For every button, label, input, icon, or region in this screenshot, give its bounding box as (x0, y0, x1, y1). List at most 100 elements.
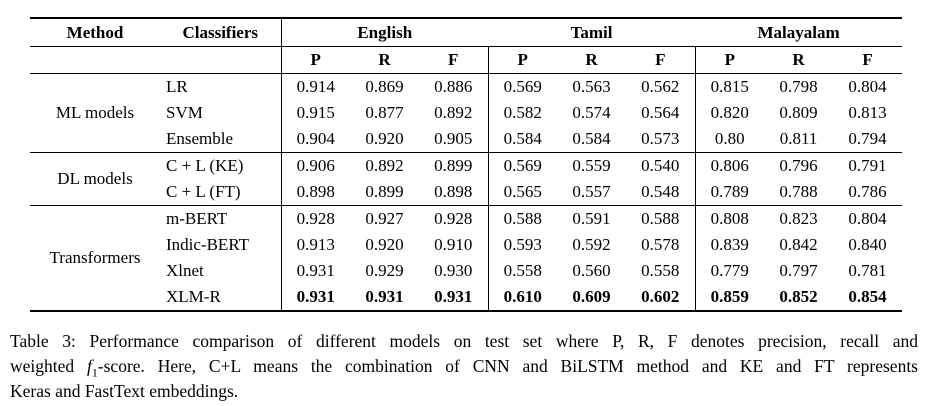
value-cell: 0.573 (626, 126, 696, 153)
table-row: ML models LR 0.914 0.869 0.886 0.569 0.563 0.56… (30, 73, 902, 153)
caption-text: -score. Here, C+L means the combination … (97, 356, 918, 376)
value-cell: 0.905 (419, 126, 489, 153)
classifier-cell: Xlnet (160, 258, 282, 284)
header-spacer (30, 46, 282, 74)
value-cell: 0.560 (572, 261, 611, 280)
table-row: Transformers m-BERT 0.928 0.927 0.928 0.588 0.… (30, 205, 902, 312)
method-cell: DL models (30, 152, 160, 206)
value-cell: 0.558 (626, 258, 696, 284)
value-cell: 0.927 (365, 209, 404, 228)
value-cell: 0.588 (503, 209, 542, 228)
value-cell: 0.913 (296, 235, 335, 254)
value-cell: 0.588 (626, 205, 696, 232)
header-row-metrics: P R F P R F P R F (30, 46, 903, 74)
header-metric-r: R (350, 46, 419, 74)
table-row: XLM-R 0.931 0.931 0.931 0.610 0.609 0.602 0.859… (30, 284, 903, 312)
caption-text: Table 3: Performance comparison of diffe… (10, 331, 918, 351)
value-cell: 0.854 (833, 284, 903, 312)
classifier-cell: SVM (160, 100, 282, 126)
header-metric-f: F (626, 46, 696, 74)
value-cell: 0.898 (281, 179, 350, 206)
header-metric-f: F (833, 46, 903, 74)
table-row: Ensemble 0.904 0.920 0.905 0.584 0.584 0.573 0.… (30, 126, 903, 153)
value-cell: 0.823 (779, 209, 818, 228)
value-cell: 0.929 (365, 261, 404, 280)
value-cell: 0.869 (365, 77, 404, 96)
value-cell: 0.592 (572, 235, 611, 254)
header-metric-p: P (488, 46, 557, 74)
value-cell: 0.557 (557, 179, 626, 206)
value-cell: 0.813 (848, 103, 887, 122)
header-metric-p: P (281, 46, 350, 74)
results-table-container: Method Classifiers English Tamil Malayal… (30, 17, 903, 312)
value-cell: 0.569 (503, 156, 542, 175)
header-metric-p: P (695, 46, 765, 74)
classifier-cell: C + L (FT) (160, 179, 282, 206)
header-method: Method (30, 17, 160, 47)
f1-score-symbol: f (86, 356, 92, 376)
value-cell: 0.796 (779, 156, 818, 175)
value-cell: 0.820 (710, 103, 749, 122)
header-row-languages: Method Classifiers English Tamil Malayal… (30, 17, 903, 47)
method-cell: Transformers (30, 205, 160, 312)
value-cell: 0.798 (779, 77, 818, 96)
header-language-malayalam: Malayalam (695, 17, 903, 47)
value-cell: 0.906 (296, 156, 335, 175)
value-cell: 0.931 (296, 261, 335, 280)
classifier-cell: XLM-R (160, 284, 282, 312)
table-row: SVM 0.915 0.877 0.892 0.582 0.574 0.564 0.820 0.… (30, 100, 902, 126)
caption-line-3: Keras and FastText embeddings. (10, 379, 918, 404)
classifier-cell: C + L (KE) (160, 152, 282, 179)
header-metric-r: R (557, 46, 626, 74)
classifier-cell: Ensemble (160, 126, 282, 153)
results-table: Method Classifiers English Tamil Malayal… (30, 17, 903, 312)
value-cell: 0.804 (848, 209, 887, 228)
value-cell: 0.886 (419, 73, 489, 100)
table-header: Method Classifiers English Tamil Malayal… (30, 17, 903, 74)
caption-line-2: weighted f1-score. Here, C+L means the c… (10, 354, 918, 379)
caption-text: Keras and FastText embeddings. (10, 381, 239, 401)
value-cell: 0.904 (281, 126, 350, 153)
classifier-cell: Indic-BERT (160, 232, 282, 258)
value-cell: 0.548 (626, 179, 696, 206)
value-cell: 0.877 (365, 103, 404, 122)
value-cell: 0.839 (710, 235, 749, 254)
value-cell: 0.610 (488, 284, 557, 312)
value-cell: 0.899 (350, 179, 419, 206)
header-language-english: English (281, 17, 488, 47)
value-cell: 0.811 (764, 126, 834, 153)
value-cell: 0.920 (365, 235, 404, 254)
table-row: Indic-BERT 0.913 0.920 0.910 0.593 0.592 0.578… (30, 232, 902, 258)
value-cell: 0.915 (296, 103, 335, 122)
value-cell: 0.602 (626, 284, 696, 312)
value-cell: 0.794 (833, 126, 903, 153)
value-cell: 0.786 (833, 179, 903, 206)
value-cell: 0.563 (572, 77, 611, 96)
value-cell: 0.840 (848, 235, 887, 254)
value-cell: 0.806 (710, 156, 749, 175)
value-cell: 0.582 (503, 103, 542, 122)
value-cell: 0.578 (626, 232, 696, 258)
value-cell: 0.815 (710, 77, 749, 96)
value-cell: 0.899 (419, 152, 489, 179)
value-cell: 0.931 (419, 284, 489, 312)
value-cell: 0.80 (695, 126, 765, 153)
value-cell: 0.791 (848, 156, 887, 175)
value-cell: 0.591 (572, 209, 611, 228)
value-cell: 0.914 (296, 77, 335, 96)
value-cell: 0.574 (572, 103, 611, 122)
value-cell: 0.540 (626, 152, 696, 179)
value-cell: 0.928 (419, 205, 489, 232)
method-cell: ML models (30, 73, 160, 153)
value-cell: 0.898 (419, 179, 489, 206)
header-language-tamil: Tamil (488, 17, 696, 47)
value-cell: 0.892 (365, 156, 404, 175)
header-metric-f: F (419, 46, 489, 74)
caption-text: weighted (10, 356, 87, 376)
f1-score-subscript: 1 (91, 365, 98, 380)
value-cell: 0.789 (695, 179, 765, 206)
value-cell: 0.808 (710, 209, 749, 228)
table-caption: Table 3: Performance comparison of diffe… (10, 329, 918, 404)
value-cell: 0.569 (503, 77, 542, 96)
value-cell: 0.565 (488, 179, 557, 206)
